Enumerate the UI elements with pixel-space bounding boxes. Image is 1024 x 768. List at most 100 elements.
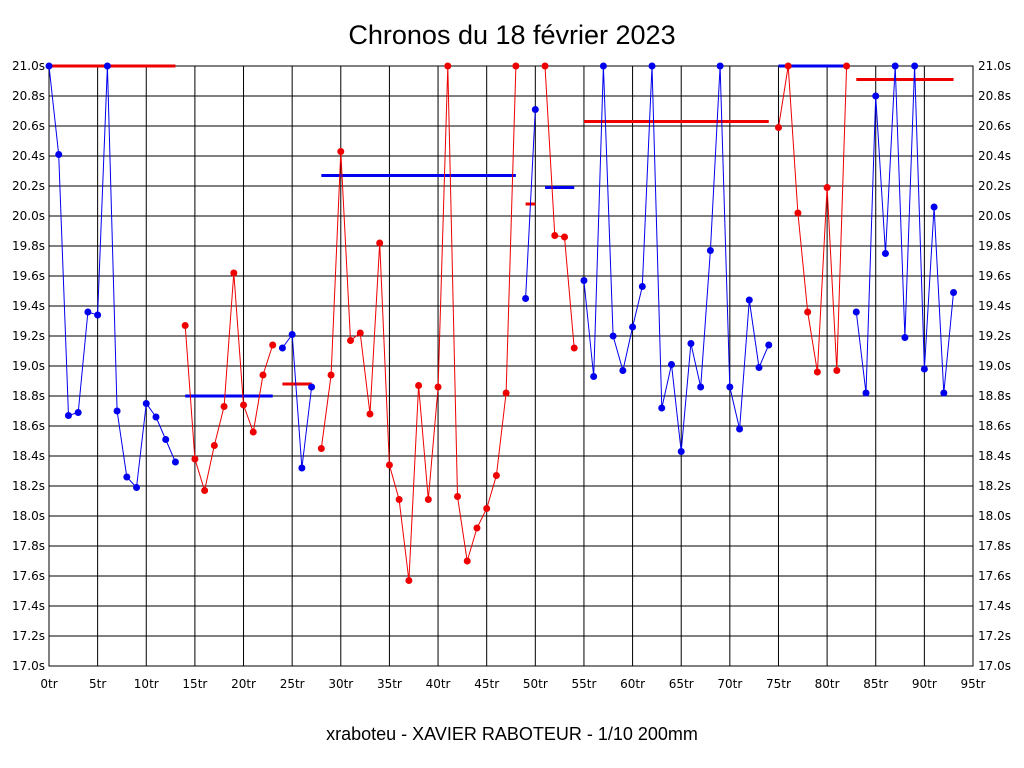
- y-tick-label: 17.8s: [12, 539, 45, 553]
- data-point: [210, 442, 218, 449]
- data-point: [726, 383, 734, 391]
- data-point: [765, 341, 773, 349]
- y-tick-label-right: 19.8s: [978, 239, 1011, 253]
- data-point: [658, 404, 666, 412]
- data-point: [278, 344, 286, 352]
- data-point: [950, 289, 958, 296]
- y-tick-label: 18.6s: [12, 419, 45, 433]
- data-point: [220, 403, 228, 410]
- data-point: [356, 329, 364, 337]
- y-tick-label-right: 18.6s: [978, 419, 1011, 433]
- y-tick-label: 17.2s: [12, 629, 45, 643]
- y-tick-label-right: 17.6s: [978, 569, 1011, 583]
- data-point: [609, 332, 617, 340]
- data-point: [171, 458, 179, 466]
- data-point: [424, 496, 432, 503]
- data-point: [522, 295, 530, 302]
- x-tick-label: 50tr: [523, 677, 548, 691]
- series-lines: [45, 62, 958, 584]
- y-tick-label-right: 19.0s: [978, 359, 1011, 373]
- data-point: [629, 323, 637, 331]
- y-tick-label: 17.4s: [12, 599, 45, 613]
- data-point: [94, 311, 102, 319]
- data-point: [454, 493, 462, 500]
- x-tick-label: 15tr: [182, 677, 207, 691]
- data-point: [444, 62, 452, 70]
- y-tick-label: 19.8s: [12, 239, 45, 253]
- y-tick-label-right: 19.6s: [978, 269, 1011, 283]
- data-point: [531, 106, 539, 113]
- data-point: [823, 184, 831, 191]
- data-point: [64, 412, 72, 419]
- data-point: [736, 425, 744, 433]
- data-point: [716, 62, 724, 70]
- grid-lines: [48, 65, 974, 667]
- y-tick-label: 20.2s: [12, 179, 45, 193]
- x-tick-label: 65tr: [669, 677, 694, 691]
- data-point: [395, 496, 403, 503]
- y-tick-label: 17.0s: [12, 659, 45, 673]
- x-tick-label: 80tr: [815, 677, 840, 691]
- data-point: [55, 151, 63, 158]
- series-segment: [580, 62, 773, 455]
- series-segment: [541, 62, 578, 352]
- data-point: [901, 334, 909, 341]
- data-point: [862, 389, 870, 397]
- y-tick-label: 18.0s: [12, 509, 45, 523]
- data-point: [599, 62, 607, 70]
- data-point: [240, 401, 248, 409]
- x-axis: 0tr 5tr 10tr 15tr 20tr 25tr 30tr 35tr 40tr 45tr 50…: [40, 677, 985, 691]
- data-point: [784, 62, 792, 70]
- data-point: [755, 364, 763, 371]
- data-point: [483, 505, 491, 512]
- data-point: [201, 487, 209, 494]
- data-point: [376, 239, 384, 247]
- data-point: [706, 247, 714, 254]
- data-point: [230, 269, 238, 277]
- y-tick-label-right: 17.2s: [978, 629, 1011, 643]
- data-point: [162, 436, 170, 443]
- data-point: [337, 148, 345, 155]
- data-point: [181, 322, 189, 329]
- data-point: [142, 400, 150, 407]
- data-point: [288, 331, 296, 338]
- data-point: [745, 296, 753, 304]
- data-point: [677, 448, 685, 455]
- data-point: [152, 413, 160, 421]
- data-point: [570, 344, 578, 352]
- x-tick-label: 70tr: [717, 677, 742, 691]
- data-point: [249, 428, 257, 436]
- chart-subtitle: xraboteu - XAVIER RABOTEUR - 1/10 200mm: [326, 724, 698, 744]
- data-point: [317, 445, 325, 452]
- x-tick-label: 85tr: [863, 677, 888, 691]
- x-tick-label: 10tr: [134, 677, 159, 691]
- x-tick-label: 25tr: [280, 677, 305, 691]
- x-tick-label: 5tr: [89, 677, 106, 691]
- x-tick-label: 55tr: [571, 677, 596, 691]
- y-tick-label-right: 20.4s: [978, 149, 1011, 163]
- y-tick-label: 19.2s: [12, 329, 45, 343]
- y-tick-label-right: 20.0s: [978, 209, 1011, 223]
- data-point: [833, 367, 841, 374]
- y-tick-label-right: 19.4s: [978, 299, 1011, 313]
- data-point: [492, 472, 500, 479]
- data-point: [74, 409, 82, 416]
- x-tick-label: 35tr: [377, 677, 402, 691]
- y-tick-label: 20.0s: [12, 209, 45, 223]
- data-point: [794, 209, 802, 217]
- data-point: [804, 308, 812, 316]
- series-segment: [45, 62, 179, 491]
- plot-frame: [48, 65, 974, 667]
- y-tick-label: 20.8s: [12, 89, 45, 103]
- data-point: [45, 62, 53, 70]
- y-tick-label: 19.4s: [12, 299, 45, 313]
- y-tick-label: 21.0s: [12, 59, 45, 73]
- y-tick-label-right: 20.8s: [978, 89, 1011, 103]
- data-point: [327, 371, 335, 379]
- y-tick-label-right: 20.6s: [978, 119, 1011, 133]
- series-segment: [852, 62, 958, 397]
- y-tick-label: 17.6s: [12, 569, 45, 583]
- data-point: [269, 341, 277, 349]
- data-point: [774, 124, 782, 131]
